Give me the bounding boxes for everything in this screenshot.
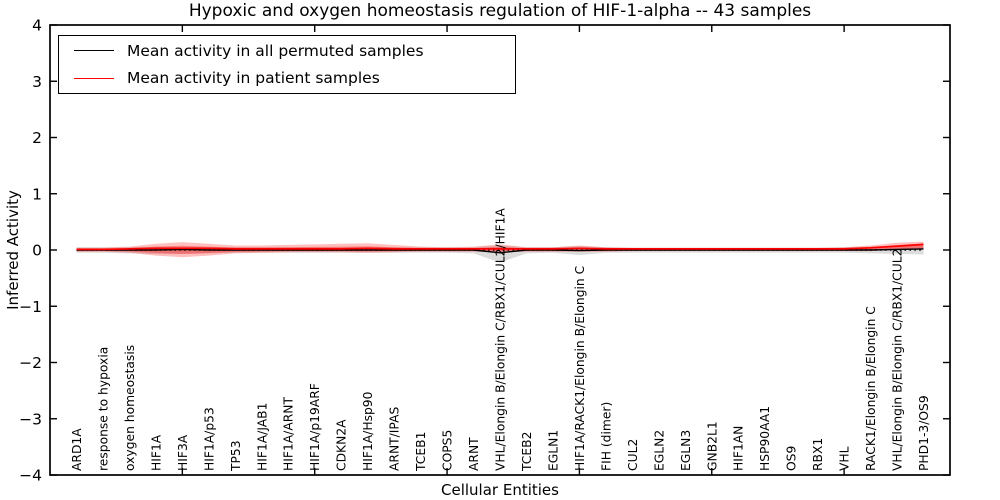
entity-label: HIF1AN: [732, 426, 746, 471]
entity-label: HIF1A/p19ARF: [308, 383, 322, 471]
entity-label: OS9: [785, 446, 799, 471]
entity-label: response to hypoxia: [96, 347, 110, 471]
entity-label: GNB2L1: [705, 421, 719, 471]
svg-text:2: 2: [32, 129, 42, 147]
entity-label: TCEB2: [520, 432, 534, 472]
entity-label: VHL/Elongin B/Elongin C/RBX1/CUL2: [891, 249, 905, 471]
chart-title: Hypoxic and oxygen homeostasis regulatio…: [188, 1, 812, 21]
permuted-line-swatch: [74, 50, 114, 52]
x-axis-label: Cellular Entities: [441, 481, 559, 499]
patient-mean-line: [76, 243, 924, 251]
x-axis-ticks: [181, 25, 845, 475]
legend-item-patient: Mean activity in patient samples: [59, 65, 515, 91]
entity-label: PHD1-3/OS9: [917, 395, 931, 471]
entity-labels: ARD1A response to hypoxia oxygen homeostas…: [70, 208, 931, 472]
svg-text:4: 4: [32, 17, 42, 35]
entity-label: RBX1: [811, 438, 825, 471]
entity-label: HIF3A: [176, 434, 190, 471]
legend-item-permuted: Mean activity in all permuted samples: [59, 38, 515, 64]
svg-text:−1: −1: [19, 298, 42, 316]
svg-text:0: 0: [32, 242, 42, 260]
entity-label: oxygen homeostasis: [123, 345, 137, 471]
entity-label: HIF1A/RACK1/Elongin B/Elongin C: [573, 266, 587, 471]
entity-label: CDKN2A: [335, 419, 349, 471]
entity-label: VHL: [838, 446, 852, 471]
permuted-mean-line: [76, 248, 924, 254]
entity-label: EGLN3: [679, 430, 693, 471]
entity-label: TCEB1: [414, 432, 428, 472]
svg-text:1: 1: [32, 185, 42, 203]
svg-text:3: 3: [32, 73, 42, 91]
entity-label: HIF1A/Hsp90: [361, 392, 375, 471]
entity-label: FIH (dimer): [599, 402, 613, 471]
entity-label: TP53: [229, 440, 243, 472]
entity-label: RACK1/Elongin B/Elongin C: [864, 306, 878, 471]
entity-label: ARNT/IPAS: [388, 407, 402, 471]
svg-text:−2: −2: [19, 354, 42, 372]
entity-label: EGLN1: [546, 430, 560, 471]
y-axis-label: Inferred Activity: [4, 190, 22, 310]
entity-label: HIF1A/p53: [202, 407, 216, 471]
y-axis-ticks: −4 −3 −2 −1 0 1 2 3 4: [19, 17, 950, 485]
entity-label: ARD1A: [70, 428, 84, 471]
legend-label-patient: Mean activity in patient samples: [127, 69, 380, 88]
legend: Mean activity in all permuted samples Me…: [58, 35, 516, 94]
entity-label: COPS5: [441, 430, 455, 471]
entity-label: VHL/Elongin B/Elongin C/RBX1/CUL2/HIF1A: [494, 208, 508, 471]
entity-label: ARNT: [467, 437, 481, 471]
entity-label: HSP90AA1: [758, 406, 772, 471]
entity-label: CUL2: [626, 439, 640, 471]
entity-label: HIF1A/JAB1: [255, 403, 269, 471]
entity-label: HIF1A: [149, 434, 163, 471]
entity-label: EGLN2: [652, 430, 666, 471]
svg-text:−3: −3: [19, 410, 42, 428]
svg-text:−4: −4: [19, 467, 42, 485]
entity-label: HIF1A/ARNT: [282, 397, 296, 471]
legend-label-permuted: Mean activity in all permuted samples: [127, 41, 424, 60]
patient-line-swatch: [74, 77, 114, 79]
